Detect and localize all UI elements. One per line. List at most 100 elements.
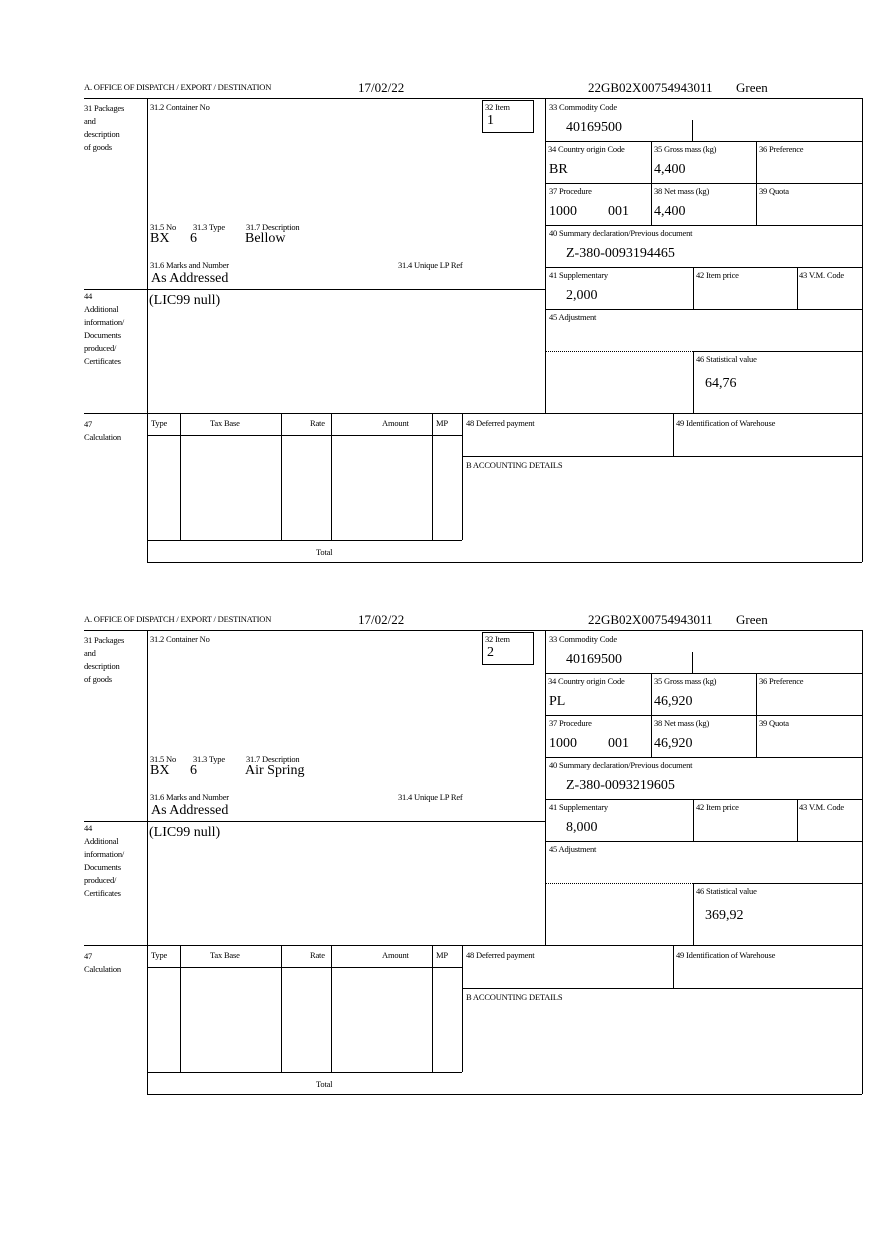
form-rule	[862, 98, 863, 562]
vm-code-label: 43 V.M. Code	[799, 270, 844, 280]
vm-code-label: 43 V.M. Code	[799, 802, 844, 812]
form-rule	[545, 841, 862, 842]
route-value: Green	[736, 80, 768, 95]
net-mass-label: 38 Net mass (kg)	[654, 186, 710, 196]
commodity-code-value: 40169500	[566, 652, 622, 667]
net-mass-value: 46,920	[654, 736, 693, 751]
form-rule	[84, 289, 545, 290]
office-label: A. OFFICE OF DISPATCH / EXPORT / DESTINA…	[84, 614, 272, 624]
warehouse-label: 49 Identification of Warehouse	[676, 950, 776, 960]
calc-type-header: Type	[151, 950, 168, 960]
declaration-item-form: A. OFFICE OF DISPATCH / EXPORT / DESTINA…	[0, 80, 882, 580]
form-rule	[462, 456, 862, 457]
additional-info-value: (LIC99 null)	[149, 825, 221, 840]
form-rule	[147, 967, 462, 968]
quota-label: 39 Quota	[759, 718, 789, 728]
form-rule	[545, 141, 862, 142]
form-rule	[756, 141, 757, 225]
package-count-value: 6	[190, 763, 197, 778]
preference-label: 36 Preference	[759, 676, 804, 686]
item-label: 32 Item	[485, 102, 510, 112]
form-rule	[331, 413, 332, 540]
container-no-label: 31.2 Container No	[150, 634, 210, 644]
total-label: Total	[316, 547, 333, 557]
package-count-value: 6	[190, 231, 197, 246]
form-rule	[331, 945, 332, 1072]
supplementary-label: 41 Supplementary	[549, 270, 608, 280]
form-rule	[545, 183, 862, 184]
supplementary-value: 8,000	[566, 820, 598, 835]
unique-ref-label: 31.4 Unique LP Ref	[398, 260, 463, 270]
form-rule	[693, 883, 694, 945]
form-rule	[692, 120, 693, 141]
form-rule	[651, 141, 652, 225]
total-label: Total	[316, 1079, 333, 1089]
marks-value: As Addressed	[151, 271, 229, 286]
dotted-divider	[545, 351, 546, 413]
country-origin-value: PL	[549, 694, 566, 709]
packages-label: 31 Packages and description of goods	[84, 635, 125, 684]
form-rule	[797, 267, 798, 309]
package-kind-value: BX	[150, 231, 170, 246]
marks-label: 31.6 Marks and Number	[150, 792, 229, 802]
description-label: 31.7 Description	[246, 754, 300, 764]
gross-mass-value: 46,920	[654, 694, 693, 709]
description-value: Air Spring	[245, 763, 305, 778]
procedure-label: 37 Procedure	[549, 186, 592, 196]
net-mass-value: 4,400	[654, 204, 686, 219]
form-rule	[462, 988, 862, 989]
form-rule	[462, 945, 463, 1072]
procedure-extra-value: 001	[608, 736, 629, 751]
calculation-label: 47 Calculation	[84, 951, 121, 974]
form-rule	[147, 562, 862, 563]
item-price-label: 42 Item price	[696, 270, 739, 280]
statistical-value-value: 64,76	[705, 376, 737, 391]
accounting-details-label: B ACCOUNTING DETAILS	[466, 992, 563, 1002]
description-label: 31.7 Description	[246, 222, 300, 232]
calculation-label: 47 Calculation	[84, 419, 121, 442]
form-rule	[432, 945, 433, 1072]
form-rule	[545, 799, 862, 800]
form-rule	[147, 435, 462, 436]
form-rule	[545, 673, 862, 674]
form-rule	[462, 413, 463, 540]
commodity-code-label: 33 Commodity Code	[549, 634, 617, 644]
marks-label: 31.6 Marks and Number	[150, 260, 229, 270]
item-label: 32 Item	[485, 634, 510, 644]
form-rule	[84, 413, 862, 414]
supplementary-value: 2,000	[566, 288, 598, 303]
form-rule	[545, 715, 862, 716]
net-mass-label: 38 Net mass (kg)	[654, 718, 710, 728]
form-rule	[693, 351, 694, 413]
supplementary-label: 41 Supplementary	[549, 802, 608, 812]
form-rule	[693, 267, 694, 309]
dotted-divider	[545, 883, 693, 884]
declaration-item-form: A. OFFICE OF DISPATCH / EXPORT / DESTINA…	[0, 612, 882, 1112]
form-rule	[84, 98, 862, 99]
deferred-payment-label: 48 Deferred payment	[466, 950, 535, 960]
dotted-divider	[545, 883, 546, 945]
package-type-label: 31.3 Type	[193, 754, 225, 764]
accounting-details-label: B ACCOUNTING DETAILS	[466, 460, 563, 470]
statistical-value-label: 46 Statistical value	[696, 886, 757, 896]
form-rule	[693, 351, 862, 352]
form-rule	[147, 1072, 462, 1073]
date-value: 17/02/22	[358, 612, 405, 627]
form-rule	[281, 945, 282, 1072]
form-rule	[651, 673, 652, 757]
form-rule	[862, 630, 863, 1094]
procedure-label: 37 Procedure	[549, 718, 592, 728]
package-type-label: 31.3 Type	[193, 222, 225, 232]
adjustment-label: 45 Adjustment	[549, 844, 597, 854]
form-rule	[673, 945, 674, 988]
statistical-value-label: 46 Statistical value	[696, 354, 757, 364]
summary-declaration-label: 40 Summary declaration/Previous document	[549, 760, 693, 770]
calc-rate-header: Rate	[310, 418, 325, 428]
form-rule	[545, 630, 546, 945]
description-value: Bellow	[245, 231, 286, 246]
office-label: A. OFFICE OF DISPATCH / EXPORT / DESTINA…	[84, 82, 272, 92]
deferred-payment-label: 48 Deferred payment	[466, 418, 535, 428]
commodity-code-label: 33 Commodity Code	[549, 102, 617, 112]
form-rule	[281, 413, 282, 540]
form-rule	[84, 945, 862, 946]
